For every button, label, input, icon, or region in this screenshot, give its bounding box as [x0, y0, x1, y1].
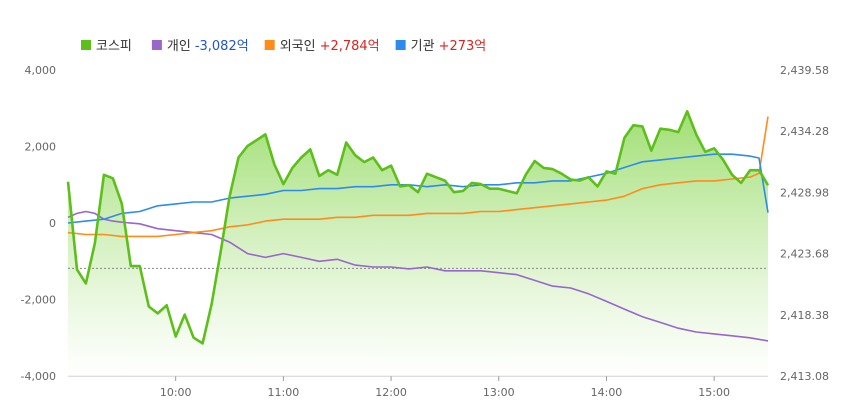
kospi-area-fill [68, 111, 768, 377]
y-left-tick-label: 0 [49, 217, 56, 230]
x-tick-label: 12:00 [375, 386, 407, 399]
foreign-legend-label: 외국인 [280, 39, 316, 54]
foreign-legend-swatch [264, 40, 275, 50]
x-tick-label: 10:00 [160, 386, 192, 399]
x-tick-label: 14:00 [591, 386, 623, 399]
y-left-tick-label: 4,000 [25, 64, 57, 77]
foreign-legend-value: +2,784억 [320, 39, 380, 54]
y-left-tick-label: -4,000 [21, 370, 56, 383]
x-tick-label: 15:00 [698, 386, 730, 399]
x-tick-label: 13:00 [483, 386, 515, 399]
y-right-tick-label: 2,413.08 [780, 370, 829, 383]
institution-legend-swatch [395, 40, 406, 50]
kospi-series-line [66, 110, 770, 345]
kospi-legend-swatch [81, 40, 91, 50]
foreign-series-line [67, 116, 769, 238]
y-right-tick-label: 2,434.28 [780, 125, 829, 138]
individual-series-line [67, 210, 769, 342]
individual-legend-swatch [151, 40, 162, 50]
y-left-tick-label: 2,000 [25, 141, 57, 154]
y-right-tick-label: 2,418.38 [780, 309, 829, 322]
institution-legend-value: +273억 [439, 39, 487, 54]
legend: 코스피 개인 -3,082억 외국인 +2,784억 기관 +273억 [81, 39, 486, 54]
institution-legend-label: 기관 [411, 39, 435, 54]
institution-series-line [67, 153, 769, 224]
kospi-legend-label: 코스피 [96, 39, 132, 54]
individual-legend-label: 개인 [167, 39, 191, 54]
x-tick-label: 11:00 [268, 386, 300, 399]
y-left-tick-label: -2,000 [21, 294, 56, 307]
individual-legend-value: -3,082억 [195, 39, 249, 54]
y-right-tick-label: 2,439.58 [780, 64, 829, 77]
y-right-tick-label: 2,428.98 [780, 186, 829, 199]
plot-area [66, 110, 770, 377]
y-right-tick-label: 2,423.68 [780, 248, 829, 261]
